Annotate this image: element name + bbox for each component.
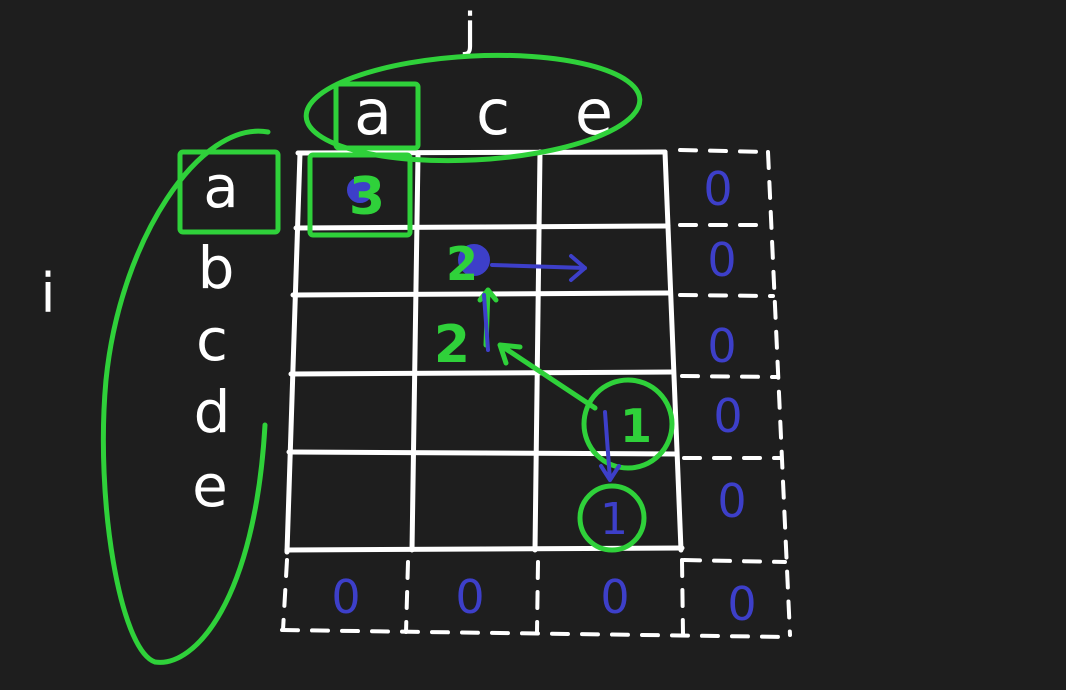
- grid-line-h2: [290, 290, 673, 298]
- bottom-zero-3: 0: [727, 577, 756, 631]
- right-zero-2: 0: [707, 319, 736, 373]
- row-letter-0: a: [203, 153, 239, 221]
- highlight-box-cell-r0c0: [307, 152, 413, 238]
- highlight-circle-cell-r3c2: [581, 377, 675, 471]
- grid-line-h1: [293, 223, 671, 231]
- row-letter-3: d: [194, 378, 231, 446]
- dash-right: [766, 150, 792, 637]
- blue-annotations: [347, 177, 621, 482]
- bottom-zero-1: 0: [455, 570, 484, 624]
- blue-dot-r0c0: [347, 177, 373, 203]
- cell-value-r3c2: 1: [620, 399, 652, 453]
- row-letter-4: e: [192, 452, 228, 520]
- col-letter-0: a: [354, 76, 392, 149]
- grid-line-right: [662, 149, 684, 553]
- down-arrow-r1: [482, 293, 490, 352]
- cell-value-r1c1: 2: [446, 237, 478, 291]
- grid-line-h4: [286, 449, 680, 457]
- dash-h2: [678, 293, 775, 298]
- right-zero-0: 0: [703, 162, 732, 216]
- cell-value-r0c0: 3: [349, 167, 385, 227]
- right-zero-1: 0: [707, 233, 736, 287]
- down-arrow-r3: [599, 410, 621, 482]
- row-letter-1: b: [198, 234, 235, 302]
- dash-v1: [404, 560, 410, 634]
- dash-v2: [535, 560, 540, 634]
- label-i: i: [40, 262, 55, 325]
- row-letter-2: c: [196, 306, 228, 374]
- right-arrow: [490, 254, 587, 282]
- dp-grid: [284, 149, 685, 555]
- dash-h3: [680, 374, 778, 379]
- diagonal-arrow: [497, 342, 598, 411]
- grid-line-left: [284, 150, 303, 555]
- grid-line-v1: [409, 152, 421, 553]
- dp-padding-border: [280, 148, 792, 639]
- grid-line-v2: [532, 149, 543, 553]
- dash-v3: [680, 558, 685, 636]
- dash-left: [281, 558, 289, 632]
- bottom-zero-2: 0: [600, 570, 629, 624]
- highlight-circle-cell-r4c2: [577, 483, 647, 553]
- right-zero-4: 0: [717, 474, 746, 528]
- cell-value-r2c1: 2: [434, 315, 470, 375]
- green-annotations: [100, 52, 675, 665]
- label-j: j: [463, 3, 477, 57]
- dash-h5: [682, 558, 787, 564]
- highlight-box-col-a: [333, 81, 421, 151]
- highlight-box-row-a: [177, 149, 281, 235]
- blue-dot-r1c1: [458, 244, 490, 276]
- cell-value-r4c2: 1: [600, 494, 628, 545]
- col-letter-1: c: [476, 76, 510, 149]
- bottom-zero-0: 0: [331, 570, 360, 624]
- highlight-ellipse-columns: [303, 52, 643, 164]
- highlight-ellipse-rows: [100, 128, 271, 665]
- right-zero-3: 0: [713, 389, 742, 443]
- grid-line-h3: [288, 369, 676, 377]
- dash-top: [678, 148, 770, 154]
